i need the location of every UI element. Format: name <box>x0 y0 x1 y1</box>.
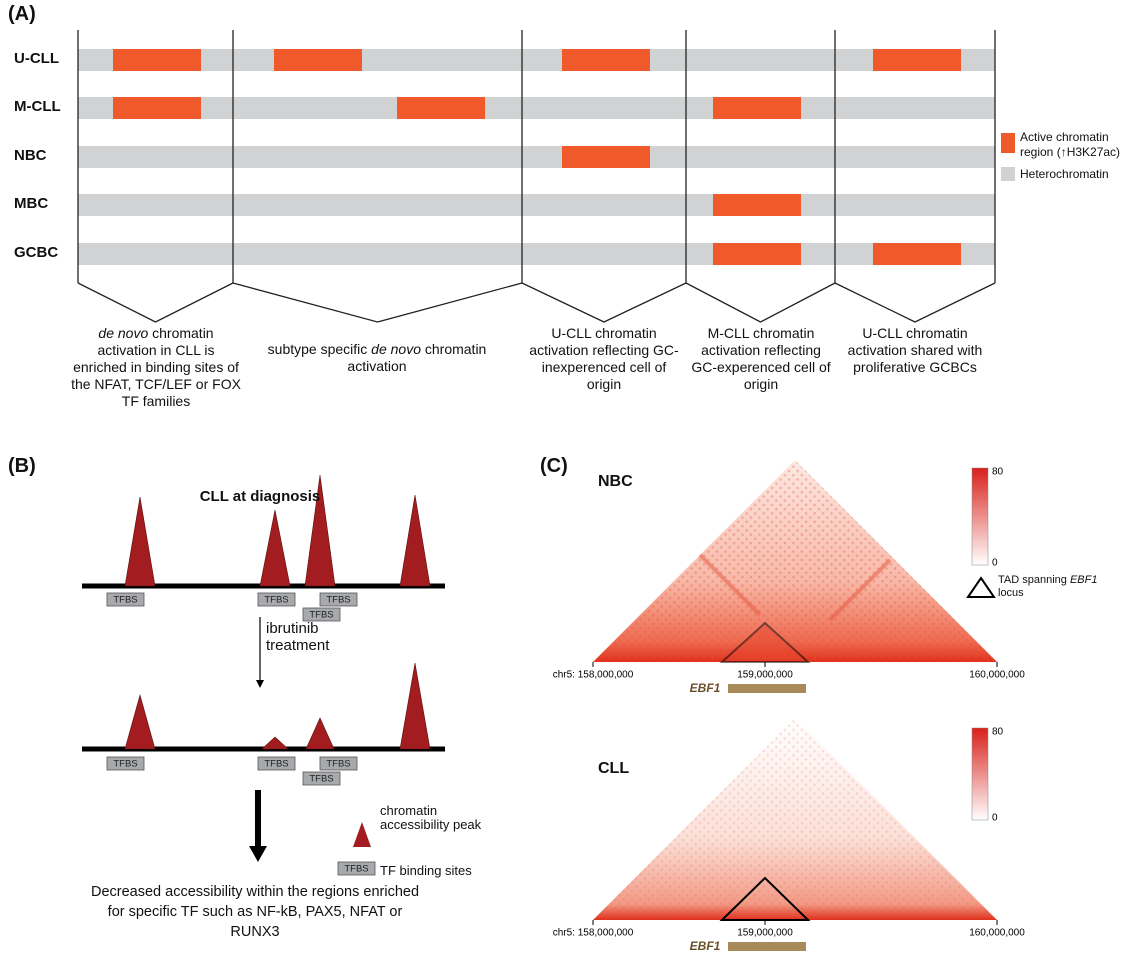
active-region <box>562 49 650 71</box>
legend-hetero: Heterochromatin <box>1020 166 1109 183</box>
colorbar-max: 80 <box>992 727 1004 738</box>
axis-label: 160,000,000 <box>969 928 1025 939</box>
row-label: MBC <box>14 195 74 212</box>
legend-active-swatch <box>1001 133 1015 153</box>
peaks-after <box>125 663 430 749</box>
row-label: NBC <box>14 147 74 164</box>
active-region <box>113 97 201 119</box>
legend-hetero-swatch <box>1001 167 1015 181</box>
caption: U-CLL chromatin activation reflecting GC… <box>529 325 679 393</box>
peak <box>262 737 288 749</box>
big-arrow-head <box>249 846 267 862</box>
active-region <box>873 49 961 71</box>
tad-legend-text: TAD spanning <box>998 574 1067 586</box>
tad-legend-em: EBF1 <box>1070 574 1098 586</box>
tad-legend: TAD spanning EBF1 locus <box>998 574 1108 600</box>
axis-label: 159,000,000 <box>737 670 793 681</box>
tfbs-label: TFBS <box>344 864 368 875</box>
treatment-label: ibrutinib treatment <box>266 620 346 654</box>
active-region <box>873 243 961 265</box>
tfbs-label: TFBS <box>264 595 288 606</box>
active-region <box>562 146 650 168</box>
peak <box>125 695 155 749</box>
peak <box>125 497 155 586</box>
active-region <box>713 194 801 216</box>
heterochromatin-band <box>78 194 995 216</box>
caption: de novo chromatin activation in CLL is e… <box>70 325 242 410</box>
active-region <box>274 49 362 71</box>
legend-tfbs: TF binding sites <box>380 862 472 879</box>
gene-bar <box>728 684 806 693</box>
axis-label: 160,000,000 <box>969 670 1025 681</box>
row-label: U-CLL <box>14 50 74 67</box>
caption-text: subtype specific <box>268 341 368 357</box>
panel-title: CLL at diagnosis <box>160 488 360 505</box>
active-region <box>113 49 201 71</box>
colorbar-min: 0 <box>992 813 998 824</box>
tfbs-label: TFBS <box>113 595 137 606</box>
figure-graphics: TFBS TFBS TFBS TFBS TFBS TFBS TFBS TFBS TFBS 80 0… <box>0 0 1146 954</box>
peak <box>400 663 430 749</box>
brace <box>835 283 995 322</box>
panel-label: (B) <box>8 458 36 475</box>
legend-active: Active chromatin region (↑H3K27ac) <box>1020 130 1140 160</box>
colorbar <box>972 728 988 820</box>
axis-label: 159,000,000 <box>737 928 793 939</box>
row-label: M-CLL <box>14 98 74 115</box>
tfbs-label: TFBS <box>326 595 350 606</box>
caption: subtype specific de novo chromatin activ… <box>247 341 507 375</box>
legend-peak-icon <box>353 822 371 847</box>
tfbs-label: TFBS <box>113 759 137 770</box>
caption: U-CLL chromatin activation shared with p… <box>845 325 985 376</box>
active-region <box>397 97 485 119</box>
peak <box>400 495 430 586</box>
heterochromatin-band <box>78 49 995 71</box>
caption: M-CLL chromatin activation reflecting GC… <box>688 325 834 393</box>
brace <box>522 283 686 322</box>
tad-legend-icon <box>968 578 994 597</box>
map-name: CLL <box>598 760 629 777</box>
brace <box>78 283 233 322</box>
colorbar-min: 0 <box>992 558 998 569</box>
brace <box>233 283 522 322</box>
active-region <box>713 97 801 119</box>
tfbs-label: TFBS <box>309 610 333 621</box>
heterochromatin-band <box>78 146 995 168</box>
panel-a-graphics <box>78 30 1015 322</box>
legend-peak: chromatin accessibility peak <box>380 804 490 832</box>
brace <box>686 283 835 322</box>
tfbs-label: TFBS <box>309 774 333 785</box>
tfbs-label: TFBS <box>326 759 350 770</box>
panel-label: (C) <box>540 458 568 475</box>
figure: TFBS TFBS TFBS TFBS TFBS TFBS TFBS TFBS TFBS 80 0… <box>0 0 1146 954</box>
active-region <box>713 243 801 265</box>
arrow-head <box>256 680 264 688</box>
caption-em: de novo <box>371 341 421 357</box>
hic-texture <box>593 718 997 920</box>
caption-text: chromatin activation in CLL is enriched … <box>71 325 241 409</box>
row-label: GCBC <box>14 244 74 261</box>
peak <box>260 510 290 586</box>
colorbar <box>972 468 988 565</box>
heterochromatin-band <box>78 97 995 119</box>
gene-label: EBF1 <box>690 681 721 695</box>
hic-texture <box>593 460 997 662</box>
panel-label: (A) <box>8 6 36 23</box>
map-name: NBC <box>598 473 633 490</box>
gene-bar <box>728 942 806 951</box>
tad-legend-text: locus <box>998 587 1024 599</box>
peak <box>306 718 334 749</box>
heterochromatin-band <box>78 243 995 265</box>
panel-c-graphics: 80 0 chr5: 158,000,000 159,000,000 160,000,0… <box>553 460 1026 953</box>
axis-label: chr5: 158,000,000 <box>553 670 634 681</box>
conclusion: Decreased accessibility within the regio… <box>85 882 425 942</box>
axis-label: chr5: 158,000,000 <box>553 928 634 939</box>
tfbs-label: TFBS <box>264 759 288 770</box>
colorbar-max: 80 <box>992 467 1004 478</box>
gene-label: EBF1 <box>690 939 721 953</box>
caption-em: de novo <box>98 325 148 341</box>
